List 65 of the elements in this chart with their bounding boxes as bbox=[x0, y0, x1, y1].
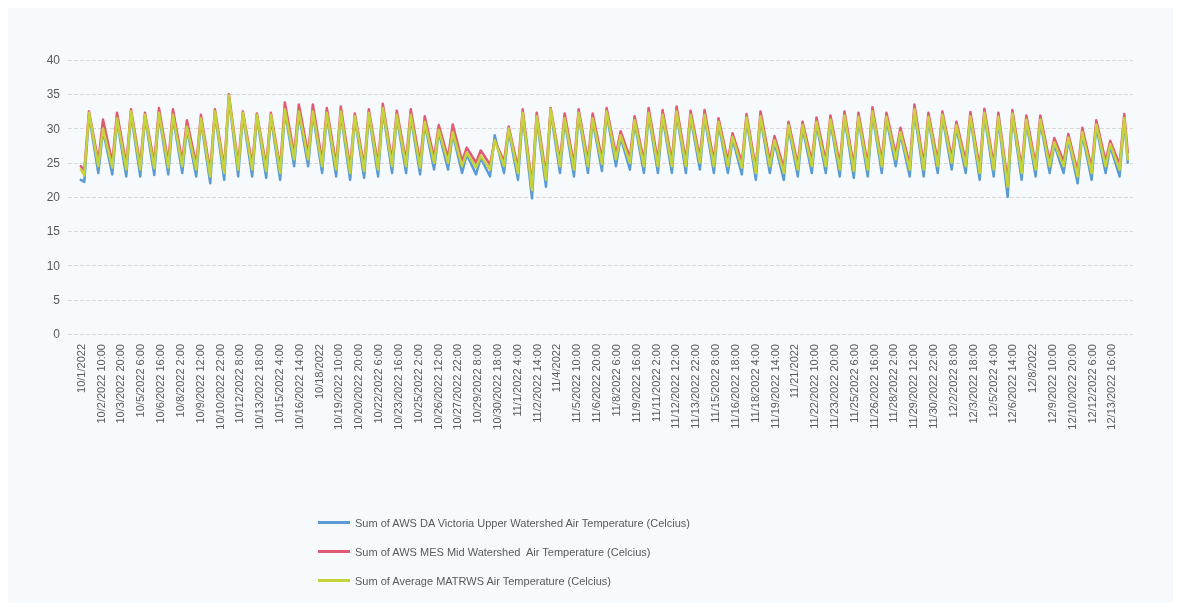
y-tick-label: 35 bbox=[46, 87, 61, 102]
x-tick-label: 10/3/2022 20:00 bbox=[114, 344, 127, 424]
x-tick-label: 10/22/2022 6:00 bbox=[372, 344, 385, 424]
x-tick-label: 10/12/2022 8:00 bbox=[233, 344, 246, 424]
x-tick-label: 10/25/2022 2:00 bbox=[411, 344, 424, 424]
x-tick-label: 10/26/2022 12:00 bbox=[431, 344, 444, 430]
x-tick-label: 12/5/2022 4:00 bbox=[986, 344, 999, 418]
y-tick-label: 0 bbox=[53, 327, 61, 341]
x-tick-label: 12/12/2022 6:00 bbox=[1085, 344, 1098, 424]
x-tick-label: 11/13/2022 22:00 bbox=[689, 344, 702, 429]
x-tick-label: 11/12/2022 12:00 bbox=[669, 344, 682, 429]
x-tick-label: 12/13/2022 16:00 bbox=[1105, 344, 1118, 430]
x-tick-label: 11/2/2022 14:00 bbox=[530, 344, 543, 423]
x-tick-label: 10/18/2022 bbox=[312, 344, 325, 400]
y-tick-label: 40 bbox=[46, 53, 61, 67]
x-tick-label: 10/19/2022 10:00 bbox=[332, 344, 345, 430]
y-tick-label: 5 bbox=[53, 292, 61, 307]
x-tick-label: 11/28/2022 2:00 bbox=[887, 344, 900, 423]
x-tick-label: 11/5/2022 10:00 bbox=[570, 344, 583, 423]
x-tick-label: 11/25/2022 6:00 bbox=[847, 344, 860, 423]
legend-label: Sum of AWS DA Victoria Upper Watershed Air Temperature (Celcius) bbox=[355, 516, 691, 529]
y-tick-label: 10 bbox=[46, 258, 61, 273]
x-tick-label: 12/9/2022 10:00 bbox=[1045, 344, 1058, 424]
x-tick-label: 10/29/2022 8:00 bbox=[471, 344, 484, 424]
x-tick-label: 12/10/2022 20:00 bbox=[1065, 344, 1078, 430]
x-tick-label: 11/30/2022 22:00 bbox=[927, 344, 940, 429]
x-tick-label: 10/15/2022 4:00 bbox=[273, 344, 286, 424]
legend-label: Sum of Average MATRWS Air Temperature (Celcius) bbox=[355, 574, 611, 587]
x-tick-label: 11/18/2022 4:00 bbox=[748, 344, 761, 423]
x-tick-label: 10/5/2022 6:00 bbox=[134, 344, 147, 418]
y-tick-label: 15 bbox=[46, 224, 61, 239]
y-tick-label: 30 bbox=[46, 121, 61, 136]
y-tick-label: 25 bbox=[46, 155, 61, 170]
x-tick-label: 10/2/2022 10:00 bbox=[94, 344, 107, 424]
x-tick-label: 11/23/2022 20:00 bbox=[827, 344, 840, 429]
x-tick-label: 12/2/2022 8:00 bbox=[946, 344, 959, 418]
x-tick-label: 10/27/2022 22:00 bbox=[451, 344, 464, 430]
x-tick-label: 11/29/2022 12:00 bbox=[907, 344, 920, 429]
x-tick-label: 10/6/2022 16:00 bbox=[154, 344, 167, 424]
x-tick-label: 11/22/2022 10:00 bbox=[808, 344, 821, 429]
x-tick-label: 11/8/2022 6:00 bbox=[609, 344, 622, 417]
x-tick-label: 11/4/2022 bbox=[550, 344, 563, 393]
x-tick-label: 11/16/2022 18:00 bbox=[728, 344, 741, 429]
x-tick-label: 11/21/2022 bbox=[788, 344, 801, 399]
x-tick-label: 10/9/2022 12:00 bbox=[193, 344, 206, 424]
x-tick-label: 11/11/2022 2:00 bbox=[649, 344, 662, 422]
x-tick-label: 10/23/2022 16:00 bbox=[391, 344, 404, 430]
y-tick-label: 20 bbox=[46, 190, 61, 204]
x-tick-label: 11/26/2022 16:00 bbox=[867, 344, 880, 429]
x-tick-label: 12/3/2022 18:00 bbox=[966, 344, 979, 424]
x-tick-label: 10/8/2022 2:00 bbox=[173, 344, 186, 418]
x-tick-label: 10/13/2022 18:00 bbox=[253, 344, 266, 430]
x-tick-label: 11/6/2022 20:00 bbox=[590, 344, 603, 423]
x-tick-label: 10/30/2022 18:00 bbox=[491, 344, 504, 430]
x-tick-label: 10/16/2022 14:00 bbox=[292, 344, 305, 430]
x-tick-label: 10/20/2022 20:00 bbox=[352, 344, 365, 430]
legend-label: Sum of AWS MES Mid Watershed Air Temperature (Celcius) bbox=[355, 545, 651, 558]
x-tick-label: 11/1/2022 4:00 bbox=[510, 344, 523, 417]
x-tick-label: 11/15/2022 8:00 bbox=[709, 344, 722, 423]
x-tick-label: 12/8/2022 bbox=[1026, 344, 1039, 393]
x-tick-label: 11/9/2022 16:00 bbox=[629, 344, 642, 423]
x-tick-label: 10/10/2022 22:00 bbox=[213, 344, 226, 430]
x-tick-label: 10/1/2022 bbox=[74, 344, 87, 393]
x-tick-label: 11/19/2022 14:00 bbox=[768, 344, 781, 429]
x-tick-label: 12/6/2022 14:00 bbox=[1006, 344, 1019, 424]
